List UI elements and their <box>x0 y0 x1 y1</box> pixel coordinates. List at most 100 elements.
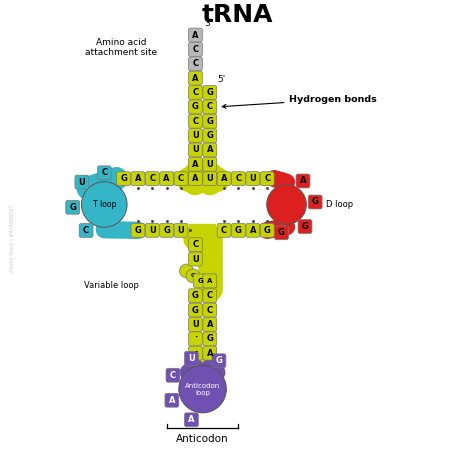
Text: U: U <box>178 226 184 235</box>
Text: A: A <box>192 30 199 39</box>
Text: A: A <box>135 174 141 183</box>
Text: C: C <box>149 174 155 183</box>
Text: A: A <box>207 349 213 358</box>
Text: C: C <box>192 59 199 68</box>
Circle shape <box>82 182 127 227</box>
FancyBboxPatch shape <box>203 303 217 317</box>
Text: A: A <box>169 396 175 405</box>
Text: C: C <box>192 45 199 54</box>
Text: U: U <box>249 174 256 183</box>
Text: Adobe Stock | #476888567: Adobe Stock | #476888567 <box>9 205 15 273</box>
FancyBboxPatch shape <box>189 100 202 114</box>
Text: G: G <box>69 203 76 212</box>
FancyBboxPatch shape <box>203 318 217 331</box>
Text: G: G <box>264 226 271 235</box>
FancyBboxPatch shape <box>174 223 188 237</box>
FancyBboxPatch shape <box>203 172 217 186</box>
Text: U: U <box>206 160 213 169</box>
Text: Hydrogen bonds: Hydrogen bonds <box>222 95 377 108</box>
Text: G: G <box>216 356 222 365</box>
Text: U: U <box>192 255 199 264</box>
FancyBboxPatch shape <box>189 172 202 186</box>
FancyBboxPatch shape <box>189 238 202 252</box>
Text: Anticodon
loop: Anticodon loop <box>185 383 220 396</box>
Text: G: G <box>163 226 170 235</box>
FancyBboxPatch shape <box>189 57 202 71</box>
Text: A: A <box>221 174 228 183</box>
FancyBboxPatch shape <box>203 289 217 303</box>
FancyBboxPatch shape <box>189 143 202 157</box>
FancyBboxPatch shape <box>246 172 260 186</box>
Text: G: G <box>206 131 213 140</box>
Text: G: G <box>206 334 213 343</box>
FancyBboxPatch shape <box>260 172 274 186</box>
FancyBboxPatch shape <box>117 172 130 186</box>
Text: C: C <box>192 240 199 249</box>
Text: U: U <box>188 354 195 363</box>
FancyBboxPatch shape <box>131 172 145 186</box>
FancyBboxPatch shape <box>165 393 179 407</box>
Circle shape <box>186 269 200 283</box>
FancyBboxPatch shape <box>189 128 202 143</box>
Text: U: U <box>79 178 85 187</box>
FancyBboxPatch shape <box>203 85 217 100</box>
Text: Variable loop: Variable loop <box>84 281 139 290</box>
Text: Amino acid
attachment site: Amino acid attachment site <box>85 38 157 57</box>
Text: C: C <box>83 226 89 235</box>
Text: U: U <box>192 131 199 140</box>
FancyBboxPatch shape <box>189 71 202 85</box>
Text: U: U <box>192 146 199 155</box>
FancyBboxPatch shape <box>203 274 217 288</box>
FancyBboxPatch shape <box>203 143 217 157</box>
FancyBboxPatch shape <box>75 175 89 189</box>
Text: G: G <box>198 278 203 284</box>
Text: A: A <box>207 320 213 329</box>
FancyBboxPatch shape <box>189 85 202 100</box>
Text: A: A <box>207 278 212 284</box>
FancyBboxPatch shape <box>232 223 246 237</box>
Text: A: A <box>192 73 199 82</box>
Text: A: A <box>192 160 199 169</box>
Text: G: G <box>206 117 213 126</box>
FancyBboxPatch shape <box>160 223 173 237</box>
Text: C: C <box>207 291 213 300</box>
Text: U: U <box>149 226 155 235</box>
Text: A: A <box>250 226 256 235</box>
Text: U: U <box>206 174 213 183</box>
Text: C: C <box>101 168 107 177</box>
Text: G: G <box>135 226 141 235</box>
Text: Anticodon: Anticodon <box>176 434 229 444</box>
Text: tRNA: tRNA <box>201 3 273 27</box>
FancyBboxPatch shape <box>189 289 202 303</box>
Text: T loop: T loop <box>92 200 116 209</box>
Text: G: G <box>301 222 309 231</box>
FancyBboxPatch shape <box>232 172 246 186</box>
Text: G: G <box>206 88 213 97</box>
Text: 3': 3' <box>204 19 212 28</box>
Text: G: G <box>120 174 127 183</box>
Text: G: G <box>192 306 199 315</box>
FancyBboxPatch shape <box>246 223 260 237</box>
Text: G: G <box>235 226 242 235</box>
Text: G: G <box>278 228 285 237</box>
FancyBboxPatch shape <box>193 274 207 288</box>
FancyBboxPatch shape <box>166 368 180 382</box>
Circle shape <box>267 185 306 224</box>
FancyBboxPatch shape <box>203 114 217 128</box>
FancyBboxPatch shape <box>203 157 217 171</box>
FancyBboxPatch shape <box>160 172 173 186</box>
FancyBboxPatch shape <box>260 223 274 237</box>
Text: 5': 5' <box>217 74 226 83</box>
FancyBboxPatch shape <box>97 166 111 180</box>
Circle shape <box>179 365 227 413</box>
FancyBboxPatch shape <box>274 226 289 240</box>
Text: C: C <box>207 102 213 111</box>
FancyBboxPatch shape <box>203 100 217 114</box>
FancyBboxPatch shape <box>203 128 217 143</box>
Text: C: C <box>192 88 199 97</box>
Circle shape <box>180 264 193 278</box>
FancyBboxPatch shape <box>217 223 231 237</box>
Text: G: G <box>191 273 195 278</box>
Text: A: A <box>164 174 170 183</box>
FancyBboxPatch shape <box>184 413 198 427</box>
